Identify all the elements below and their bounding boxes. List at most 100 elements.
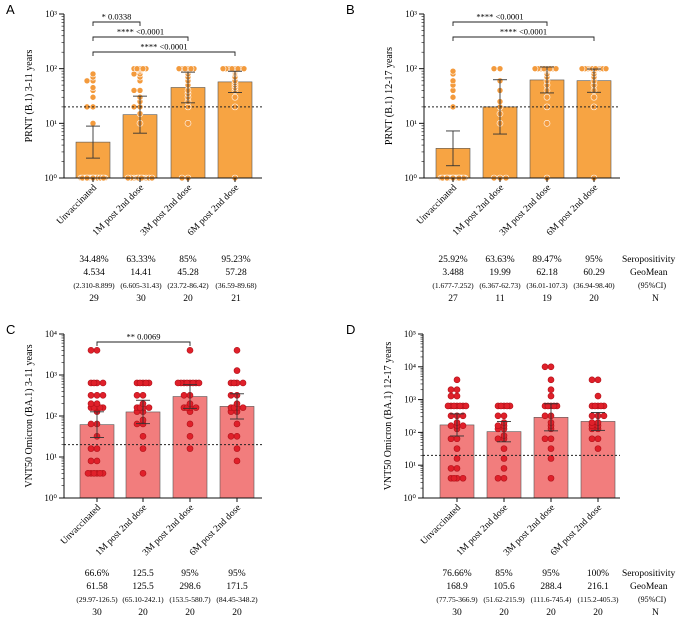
data-point (84, 470, 92, 477)
x-tick-label: 6M post 2nd dose (545, 183, 600, 238)
x-tick-label: 6M post 2nd dose (188, 503, 243, 558)
data-point (89, 84, 97, 91)
panel-letter-c: C (6, 322, 15, 337)
seropositivity-value: 85% (495, 569, 513, 579)
data-point (453, 465, 461, 472)
data-point (547, 386, 555, 394)
data-point (233, 347, 241, 354)
data-point (490, 65, 498, 72)
data-point (449, 93, 457, 101)
seropositivity-value: 63.33% (126, 255, 155, 265)
n-value: 30 (92, 608, 102, 618)
geomean-value: 45.28 (177, 268, 199, 278)
row-header-ci: (95%CI) (638, 281, 666, 290)
bar (486, 431, 522, 499)
ci-value: (23.72-86.42) (167, 281, 209, 290)
data-point (494, 422, 502, 430)
data-point (227, 432, 235, 440)
data-point (87, 400, 95, 407)
ci-value: (111.6-745.4) (531, 595, 572, 604)
data-point (227, 391, 235, 399)
data-point (600, 412, 608, 420)
bar (580, 421, 616, 499)
y-tick-label: 10⁰ (44, 493, 57, 503)
y-axis-title: PRNT (B.1) 12-17 years (384, 47, 395, 145)
data-point (453, 435, 461, 443)
data-point (449, 77, 457, 85)
data-point (459, 422, 467, 430)
data-point (89, 70, 97, 78)
data-point (503, 402, 511, 410)
data-point (130, 87, 138, 94)
data-point (500, 455, 508, 462)
seropositivity-value: 95.23% (221, 255, 250, 265)
data-point (500, 445, 508, 452)
data-point (500, 465, 508, 472)
y-axis-title: PRNT (B.1) 3-11 years (24, 50, 35, 143)
data-point (547, 445, 555, 452)
ci-value: (65.10-242.1) (122, 595, 164, 604)
y-tick-label: 10¹ (404, 460, 416, 470)
data-point (93, 457, 101, 465)
seropositivity-value: 95% (585, 255, 603, 265)
data-point (494, 474, 502, 482)
data-point (590, 93, 598, 101)
n-value: 30 (136, 294, 146, 304)
data-point (234, 65, 242, 72)
ci-value: (115.2-405.3) (578, 595, 619, 604)
y-tick-label: 10³ (45, 9, 57, 19)
ci-value: (2.310-8.899) (73, 281, 115, 290)
row-header-n: N (652, 608, 659, 618)
data-point (547, 455, 555, 462)
panel-d: 10⁰ 10¹ 10² 10³ 10⁴ 10⁵ VNT50 Omicron (BA.1) 1… (383, 329, 620, 618)
data-point (547, 392, 555, 400)
comparison-bracket (452, 21, 548, 26)
data-point (99, 379, 107, 387)
data-point (186, 347, 194, 354)
data-point (588, 412, 596, 420)
y-tick-label: 10² (405, 64, 417, 74)
seropositivity-value: 95% (181, 569, 199, 579)
comparison-label: **** <0.0001 (500, 27, 547, 37)
data-point (133, 391, 141, 399)
y-tick-label: 10⁰ (44, 173, 57, 183)
y-tick-label: 10¹ (45, 118, 57, 128)
data-point (87, 391, 95, 399)
data-point (83, 77, 91, 85)
data-point (219, 65, 227, 72)
data-point (543, 93, 551, 101)
x-tick-label: 1M post 2nd dose (91, 183, 146, 238)
ci-value: (36.01-107.3) (526, 281, 568, 290)
geomean-value: 4.534 (83, 268, 105, 278)
n-value: 20 (185, 608, 195, 618)
data-point (497, 402, 505, 410)
data-point (447, 465, 455, 472)
data-point (139, 445, 147, 452)
geomean-value: 62.18 (536, 268, 558, 278)
data-point (588, 435, 596, 443)
data-point (239, 404, 247, 411)
data-point (578, 65, 586, 72)
seropositivity-value: 63.63% (485, 255, 514, 265)
data-point (494, 412, 502, 420)
data-point (450, 474, 458, 482)
geomean-value: 125.5 (132, 582, 154, 592)
data-point (547, 376, 555, 384)
data-point (139, 391, 147, 399)
geomean-value: 168.9 (446, 582, 468, 592)
comparison-label: * 0.0338 (102, 12, 132, 22)
data-point (174, 379, 182, 387)
data-point (447, 392, 455, 400)
panel-letter-a: A (6, 2, 15, 17)
y-tick-label: 10¹ (405, 118, 417, 128)
x-tick-label: Unvaccinated (59, 503, 103, 547)
seropositivity-value: 125.5 (132, 569, 154, 579)
ci-value: (36.59-89.68) (215, 281, 257, 290)
data-point (230, 379, 238, 387)
data-point (133, 65, 141, 72)
comparison-bracket (452, 36, 595, 41)
data-point (496, 65, 504, 72)
data-point (552, 65, 560, 72)
data-point (233, 432, 241, 440)
ci-value: (36.94-98.40) (573, 281, 615, 290)
